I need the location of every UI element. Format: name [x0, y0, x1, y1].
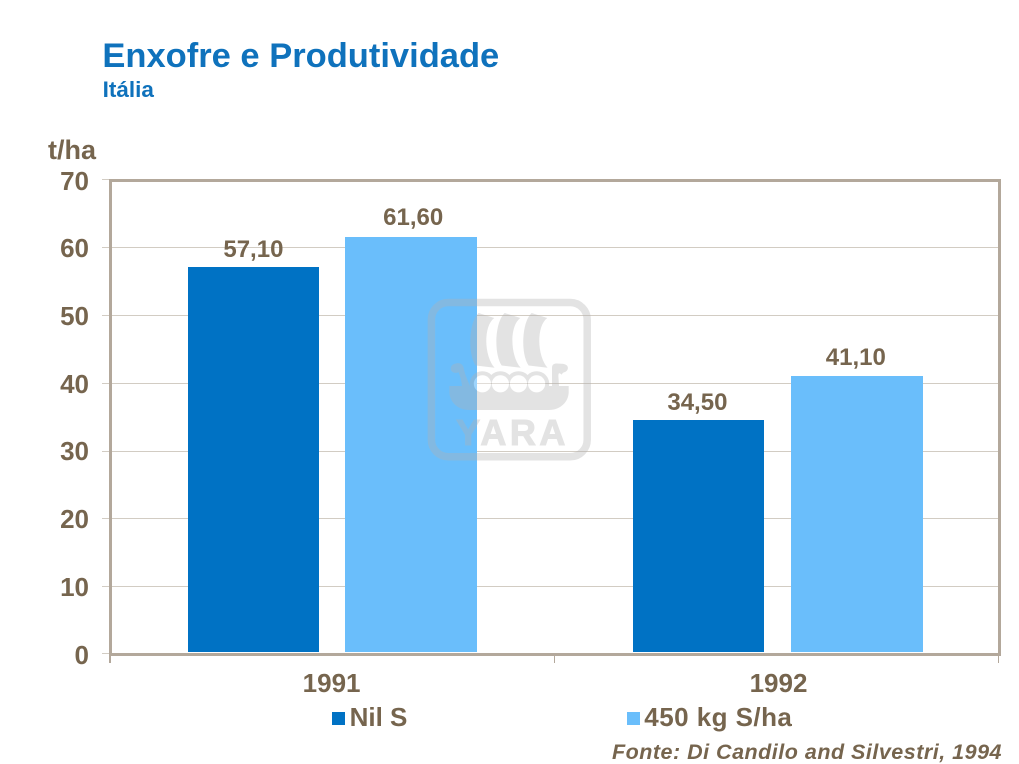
svg-text:YARA: YARA — [456, 412, 569, 453]
